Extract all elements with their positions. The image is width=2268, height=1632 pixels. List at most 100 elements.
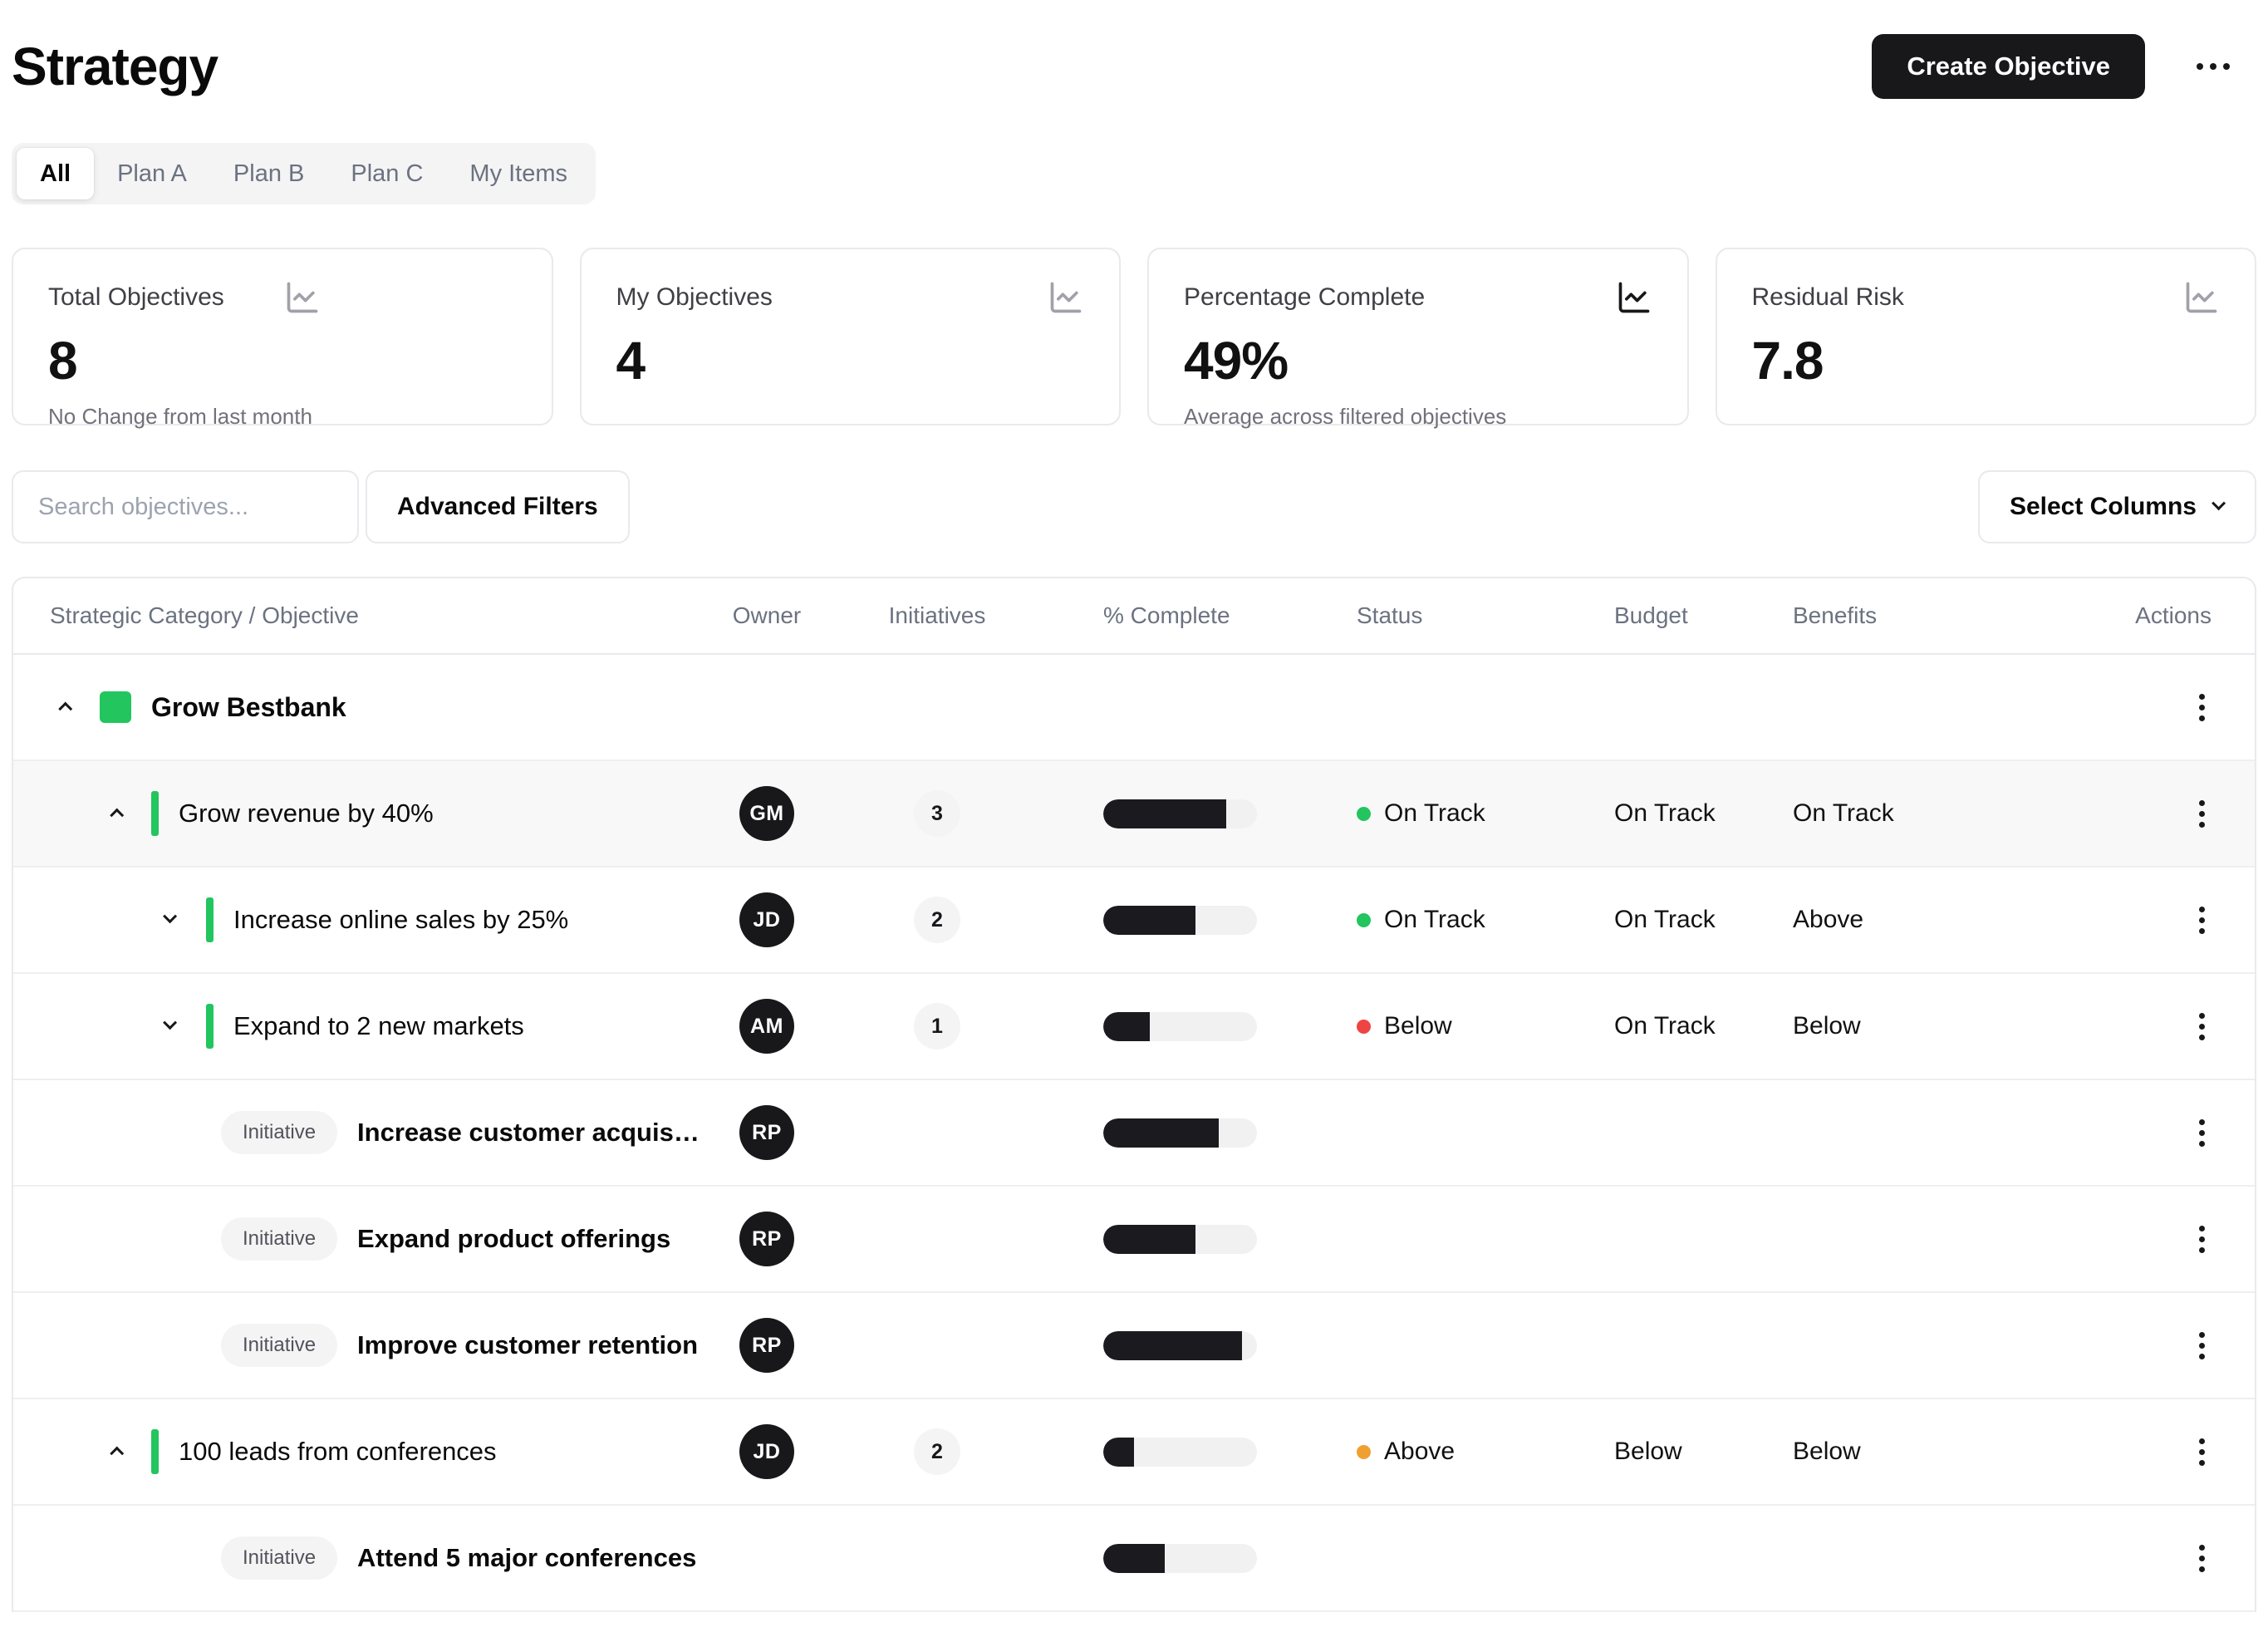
owner-avatar[interactable]: RP (739, 1318, 794, 1373)
card-subtitle: No Change from last month (48, 404, 312, 429)
collapse-chevron-icon[interactable] (101, 1437, 131, 1467)
row-actions-kebab-icon[interactable] (2192, 1113, 2212, 1153)
objectives-table: Strategic Category / Objective Owner Ini… (12, 577, 2256, 1612)
objective-name: Increase online sales by 25% (233, 905, 569, 934)
objective-name: Expand to 2 new markets (233, 1011, 524, 1040)
status-dot (1357, 1019, 1371, 1034)
expand-chevron-icon[interactable] (156, 905, 186, 935)
owner-avatar[interactable]: RP (739, 1105, 794, 1160)
row-actions-kebab-icon[interactable] (2192, 1538, 2212, 1579)
initiative-name: Expand product offerings (357, 1224, 671, 1253)
card-value: 7.8 (1751, 331, 1824, 391)
benefits-value: On Track (1793, 799, 1894, 827)
initiative-name: Increase customer acquisition (357, 1118, 700, 1147)
column-header-status: Status (1357, 602, 1423, 628)
line-chart-icon (1048, 279, 1084, 316)
advanced-filters-button[interactable]: Advanced Filters (366, 470, 630, 543)
select-columns-button[interactable]: Select Columns (1977, 470, 2256, 543)
column-header-benefits: Benefits (1793, 602, 1878, 628)
card-my-objectives: My Objectives 4 (579, 248, 1121, 425)
budget-value: Below (1614, 1438, 1682, 1465)
table-row-objective[interactable]: Expand to 2 new markets AM 1 Below On Tr… (13, 974, 2255, 1080)
create-objective-button[interactable]: Create Objective (1872, 34, 2145, 99)
initiatives-count-badge: 1 (914, 1003, 960, 1049)
table-row-category[interactable]: Grow Bestbank (13, 655, 2255, 761)
table-row-objective[interactable]: Grow revenue by 40% GM 3 On Track On Tra… (13, 761, 2255, 868)
tab-all[interactable]: All (17, 148, 95, 199)
row-actions-kebab-icon[interactable] (2192, 687, 2212, 728)
card-value: 8 (48, 331, 78, 391)
tab-my-items[interactable]: My Items (469, 160, 568, 187)
owner-avatar[interactable]: GM (739, 786, 794, 841)
line-chart-icon (1616, 279, 1652, 316)
row-actions-kebab-icon[interactable] (2192, 1432, 2212, 1472)
table-row-initiative[interactable]: Initiative Attend 5 major conferences (13, 1506, 2255, 1612)
card-total-objectives: Total Objectives 8 No Change from last m… (12, 248, 553, 429)
row-actions-kebab-icon[interactable] (2192, 794, 2212, 834)
card-subtitle (616, 404, 1085, 425)
more-options-icon[interactable] (2188, 55, 2238, 78)
column-header-owner: Owner (732, 602, 802, 628)
status-dot (1357, 912, 1371, 927)
stat-cards: Total Objectives 8 No Change from last m… (12, 248, 2256, 429)
table-row-initiative[interactable]: Initiative Increase customer acquisition… (13, 1080, 2255, 1187)
status-dot (1357, 1444, 1371, 1459)
progress-bar (1103, 1224, 1257, 1254)
table-row-initiative[interactable]: Initiative Improve customer retention RP (13, 1293, 2255, 1399)
table-header-row: Strategic Category / Objective Owner Ini… (13, 578, 2255, 655)
benefits-value: Below (1793, 1438, 1861, 1465)
row-actions-kebab-icon[interactable] (2192, 1325, 2212, 1366)
column-header-initiatives: Initiatives (888, 602, 986, 628)
progress-bar (1103, 1437, 1257, 1467)
status-dot (1357, 806, 1371, 821)
owner-avatar[interactable]: JD (739, 892, 794, 947)
progress-bar (1103, 905, 1257, 935)
owner-avatar[interactable]: RP (739, 1212, 794, 1266)
row-actions-kebab-icon[interactable] (2192, 1219, 2212, 1260)
category-color-square (100, 691, 131, 723)
collapse-chevron-icon[interactable] (101, 799, 131, 828)
initiative-badge: Initiative (221, 1324, 338, 1367)
table-row-initiative[interactable]: Initiative Expand product offerings RP (13, 1187, 2255, 1293)
initiative-badge: Initiative (221, 1111, 338, 1154)
status-label: On Track (1384, 799, 1485, 827)
initiative-name: Improve customer retention (357, 1330, 699, 1359)
column-header-complete: % Complete (1103, 602, 1230, 628)
expand-chevron-icon[interactable] (156, 1011, 186, 1041)
benefits-value: Above (1793, 906, 1864, 933)
column-header-name: Strategic Category / Objective (50, 602, 359, 628)
status-label: Below (1384, 1012, 1452, 1040)
benefits-value: Below (1793, 1012, 1861, 1040)
collapse-chevron-icon[interactable] (50, 692, 80, 722)
owner-avatar[interactable]: AM (739, 999, 794, 1054)
owner-avatar[interactable]: JD (739, 1424, 794, 1479)
card-title: Total Objectives (48, 283, 224, 311)
card-value: 49% (1184, 331, 1289, 391)
status-label: On Track (1384, 906, 1485, 933)
tab-plan-b[interactable]: Plan B (233, 160, 305, 187)
budget-value: On Track (1614, 906, 1716, 933)
row-actions-kebab-icon[interactable] (2192, 900, 2212, 941)
table-row-objective[interactable]: 100 leads from conferences JD 2 Above Be… (13, 1399, 2255, 1506)
card-subtitle (1752, 404, 2221, 425)
initiative-badge: Initiative (221, 1536, 338, 1580)
card-title: My Objectives (616, 283, 773, 311)
table-row-objective[interactable]: Increase online sales by 25% JD 2 On Tra… (13, 868, 2255, 974)
select-columns-label: Select Columns (2009, 493, 2197, 520)
tab-plan-c[interactable]: Plan C (351, 160, 424, 187)
card-title: Residual Risk (1751, 283, 1904, 311)
objective-name: 100 leads from conferences (179, 1437, 497, 1466)
initiative-badge: Initiative (221, 1217, 338, 1261)
progress-bar (1103, 799, 1257, 828)
card-percentage-complete: Percentage Complete 49% Average across f… (1147, 248, 1689, 429)
tab-plan-a[interactable]: Plan A (117, 160, 187, 187)
top-actions: Create Objective (1872, 34, 2256, 99)
line-chart-icon (284, 279, 321, 316)
row-actions-kebab-icon[interactable] (2192, 1006, 2212, 1047)
page-title: Strategy (12, 37, 218, 96)
search-input[interactable] (12, 470, 359, 543)
initiative-name: Attend 5 major conferences (357, 1543, 697, 1572)
table-toolbar: Advanced Filters Select Columns (12, 470, 2256, 543)
progress-bar (1103, 1118, 1257, 1148)
budget-value: On Track (1614, 799, 1716, 827)
